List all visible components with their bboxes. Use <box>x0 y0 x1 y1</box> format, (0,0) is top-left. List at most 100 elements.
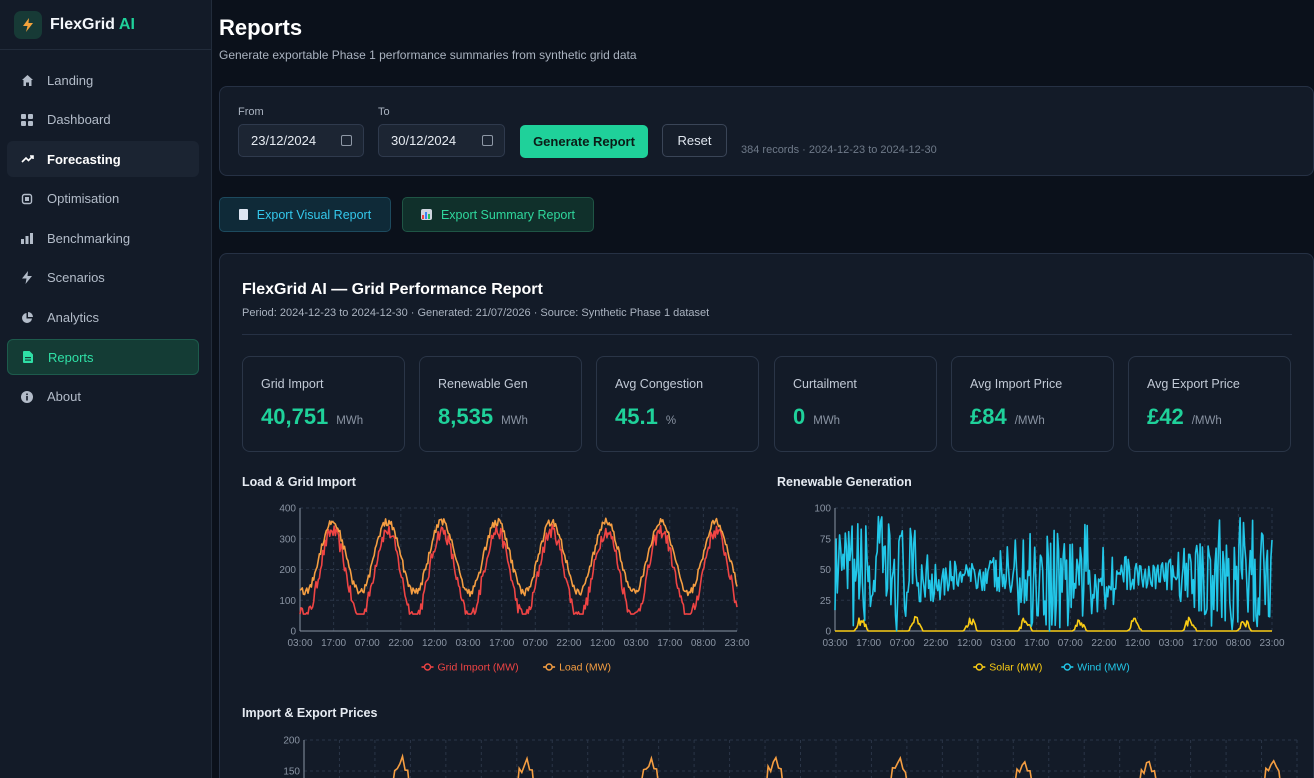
kpi-label: Avg Export Price <box>1147 377 1240 391</box>
x-tick-label: 22:00 <box>388 638 413 649</box>
sidebar-item-forecasting[interactable]: Forecasting <box>7 141 199 178</box>
page-subtitle: Generate exportable Phase 1 performance … <box>219 48 637 62</box>
y-tick-label: 200 <box>283 736 300 747</box>
to-label: To <box>378 106 390 118</box>
kpi-label: Renewable Gen <box>438 377 528 391</box>
kpi-unit: MWh <box>336 415 364 427</box>
y-tick-label: 300 <box>279 534 296 545</box>
kpi-card-avg-congestion: Avg Congestion 45.1% <box>596 356 759 452</box>
kpi-card-avg-export-price: Avg Export Price £42/MWh <box>1128 356 1291 452</box>
y-tick-label: 0 <box>825 627 831 638</box>
info-icon <box>20 390 34 404</box>
renewable-generation-chart: 0 25 50 75 100 03:00 17:00 07:00 22:00 12:00 03:00… <box>814 504 1285 674</box>
y-tick-label: 200 <box>279 565 296 576</box>
kpi-card-renewable-gen: Renewable Gen 8,535 MWh <box>419 356 582 452</box>
report-card: FlexGrid AI — Grid Performance Report Pe… <box>219 253 1314 778</box>
x-tick-label: 03:00 <box>991 638 1016 649</box>
legend-label: Solar (MW) <box>989 662 1042 674</box>
y-tick-label: 75 <box>820 534 832 545</box>
x-tick-label: 17:00 <box>657 638 682 649</box>
x-tick-label: 17:00 <box>489 638 514 649</box>
x-tick-label: 12:00 <box>422 638 447 649</box>
legend-marker <box>975 663 984 671</box>
grid-icon <box>20 113 34 127</box>
kpi-label: Grid Import <box>261 377 324 391</box>
sidebar-item-reports[interactable]: Reports <box>7 339 199 376</box>
kpi-card-curtailment: Curtailment 0 MWh <box>774 356 937 452</box>
sidebar-item-about[interactable]: About <box>7 379 199 415</box>
kpi-label: Curtailment <box>793 377 857 391</box>
x-tick-label: 03:00 <box>456 638 481 649</box>
kpi-unit: /MWh <box>1191 415 1222 427</box>
chart-title-import-export-prices: Import & Export Prices <box>242 706 378 720</box>
x-tick-label: 17:00 <box>321 638 346 649</box>
calendar-icon[interactable] <box>341 135 352 146</box>
report-filter-panel: From 23/12/2024 To 30/12/2024 Generate R… <box>219 86 1314 176</box>
import-export-prices-chart: 200 150 <box>283 736 1298 778</box>
sidebar-item-label: Analytics <box>47 310 100 326</box>
kpi-unit: MWh <box>813 415 841 427</box>
from-date-input[interactable]: 23/12/2024 <box>238 124 364 157</box>
series-line <box>299 517 738 597</box>
kpi-label: Avg Congestion <box>615 377 704 391</box>
sidebar-item-label: About <box>47 389 81 405</box>
kpi-value: 45.1 <box>615 404 658 429</box>
brand[interactable]: FlexGrid AI <box>0 0 211 50</box>
sidebar-item-label: Dashboard <box>47 112 111 128</box>
export-summary-report-button[interactable]: Export Summary Report <box>402 197 594 232</box>
y-tick-label: 0 <box>290 627 296 638</box>
x-tick-label: 22:00 <box>923 638 948 649</box>
y-tick-label: 25 <box>820 596 832 607</box>
export-visual-report-button[interactable]: Export Visual Report <box>219 197 391 232</box>
kpi-value: £84 <box>970 404 1007 429</box>
bar-chart-icon <box>420 209 432 220</box>
reset-button[interactable]: Reset <box>662 124 727 157</box>
legend-label: Wind (MW) <box>1077 662 1130 674</box>
export-summary-label: Export Summary Report <box>440 207 576 222</box>
load-grid-import-chart: 0 100 200 300 400 03:00 17:00 07:00 22:00 12:00 03… <box>279 504 750 674</box>
x-tick-label: 22:00 <box>1091 638 1116 649</box>
from-date-value: 23/12/2024 <box>251 133 317 148</box>
y-tick-label: 100 <box>279 596 296 607</box>
x-tick-label: 07:00 <box>523 638 548 649</box>
sidebar-item-dashboard[interactable]: Dashboard <box>7 102 199 138</box>
y-tick-label: 400 <box>279 504 296 515</box>
x-tick-label: 03:00 <box>624 638 649 649</box>
from-label: From <box>238 106 264 118</box>
lightning-icon <box>20 271 34 285</box>
calendar-icon[interactable] <box>482 135 493 146</box>
generate-report-button[interactable]: Generate Report <box>520 125 648 158</box>
pie-icon <box>20 311 34 325</box>
sidebar-nav: Landing Dashboard Forecasting Optimisati… <box>0 50 211 415</box>
main-content: Reports Generate exportable Phase 1 perf… <box>219 0 1314 778</box>
sidebar-item-scenarios[interactable]: Scenarios <box>7 260 199 296</box>
legend-marker <box>423 663 432 671</box>
sidebar-item-analytics[interactable]: Analytics <box>7 300 199 336</box>
export-visual-label: Export Visual Report <box>256 207 372 222</box>
to-date-input[interactable]: 30/12/2024 <box>378 124 505 157</box>
sidebar-item-label: Benchmarking <box>47 230 131 246</box>
cpu-icon <box>20 192 34 206</box>
sidebar-item-label: Optimisation <box>47 191 120 207</box>
x-tick-label: 12:00 <box>957 638 982 649</box>
x-tick-label: 17:00 <box>1024 638 1049 649</box>
x-tick-label: 07:00 <box>355 638 380 649</box>
series-line <box>835 615 1272 632</box>
sidebar-item-benchmarking[interactable]: Benchmarking <box>7 220 199 256</box>
x-tick-label: 08:00 <box>1226 638 1251 649</box>
x-tick-label: 08:00 <box>691 638 716 649</box>
brand-accent: AI <box>118 15 135 33</box>
x-tick-label: 22:00 <box>556 638 581 649</box>
y-tick-label: 150 <box>283 767 300 778</box>
sidebar-item-landing[interactable]: Landing <box>7 62 199 98</box>
kpi-unit: MWh <box>501 415 528 427</box>
divider <box>242 334 1292 335</box>
sidebar-item-optimisation[interactable]: Optimisation <box>7 181 199 217</box>
legend-label: Load (MW) <box>559 662 611 674</box>
series-line <box>299 523 738 615</box>
bar-chart-icon <box>20 231 34 245</box>
x-tick-label: 07:00 <box>1058 638 1083 649</box>
sidebar-item-label: Landing <box>47 72 94 88</box>
document-icon <box>21 350 35 364</box>
records-summary: 384 records · 2024-12-23 to 2024-12-30 <box>741 144 937 156</box>
